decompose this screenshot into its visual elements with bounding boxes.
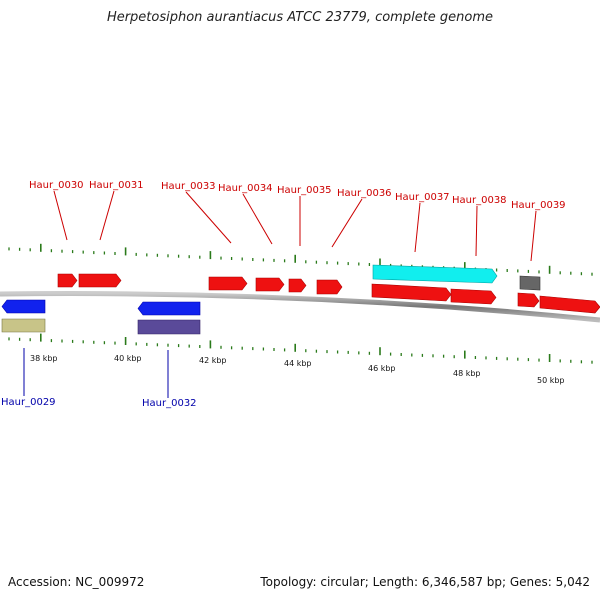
genome-summary-text: Topology: circular; Length: 6,346,587 bp… <box>260 575 590 589</box>
map-title: Herpetosiphon aurantiacus ATCC 23779, co… <box>106 10 494 25</box>
gene-label-haur-0031[interactable]: Haur_0031 <box>89 180 144 191</box>
axis-label-48kbp: 48 kbp <box>453 369 481 378</box>
gene-label-haur-0030[interactable]: Haur_0030 <box>29 180 84 191</box>
axis-label-42kbp: 42 kbp <box>199 356 227 365</box>
forward-gene-labels: Haur_0030 Haur_0031 Haur_0033 Haur_0034 … <box>29 180 566 262</box>
gene-haur-0036[interactable] <box>316 279 343 295</box>
gene-haur-0038[interactable] <box>450 288 497 305</box>
gene-haur-0033[interactable] <box>208 276 248 291</box>
gene-haur-0040[interactable] <box>539 295 600 314</box>
gene-haur-0039-grey[interactable] <box>519 275 541 291</box>
axis-label-50kbp: 50 kbp <box>537 376 565 385</box>
gene-haur-0034[interactable] <box>255 277 285 292</box>
gene-label-haur-0033[interactable]: Haur_0033 <box>161 181 216 192</box>
axis-label-40kbp: 40 kbp <box>114 354 142 363</box>
axis-label-38kbp: 38 kbp <box>30 354 58 363</box>
gene-haur-0030[interactable] <box>57 273 78 288</box>
forward-strand-genes <box>57 264 600 314</box>
gene-haur-0037[interactable] <box>371 283 452 302</box>
reverse-gene-labels: Haur_0029 Haur_0032 <box>1 348 197 409</box>
gene-label-haur-0034[interactable]: Haur_0034 <box>218 183 273 194</box>
gene-haur-0029-khaki[interactable] <box>1 318 46 333</box>
gene-label-haur-0037[interactable]: Haur_0037 <box>395 192 450 203</box>
genome-backbone <box>0 291 600 323</box>
gene-label-haur-0039[interactable]: Haur_0039 <box>511 200 566 211</box>
gene-label-haur-0035[interactable]: Haur_0035 <box>277 185 332 196</box>
reverse-strand-genes <box>1 299 201 335</box>
gene-label-haur-0029[interactable]: Haur_0029 <box>1 397 56 408</box>
gene-label-haur-0036[interactable]: Haur_0036 <box>337 188 392 199</box>
bottom-tick-row <box>8 333 593 364</box>
gene-label-haur-0032[interactable]: Haur_0032 <box>142 398 197 409</box>
gene-haur-0031[interactable] <box>78 273 122 288</box>
gene-haur-0029[interactable] <box>1 299 46 314</box>
axis-label-44kbp: 44 kbp <box>284 359 312 368</box>
axis-label-46kbp: 46 kbp <box>368 364 396 373</box>
gene-haur-0037-cyan[interactable] <box>372 264 498 284</box>
gene-haur-0032-purple[interactable] <box>137 319 201 335</box>
top-tick-row <box>8 243 593 276</box>
accession-text: Accession: NC_009972 <box>8 575 145 589</box>
gene-haur-0032[interactable] <box>137 301 201 316</box>
gene-haur-0039[interactable] <box>517 292 540 308</box>
gene-haur-0035[interactable] <box>288 278 307 293</box>
gene-label-haur-0038[interactable]: Haur_0038 <box>452 195 507 206</box>
